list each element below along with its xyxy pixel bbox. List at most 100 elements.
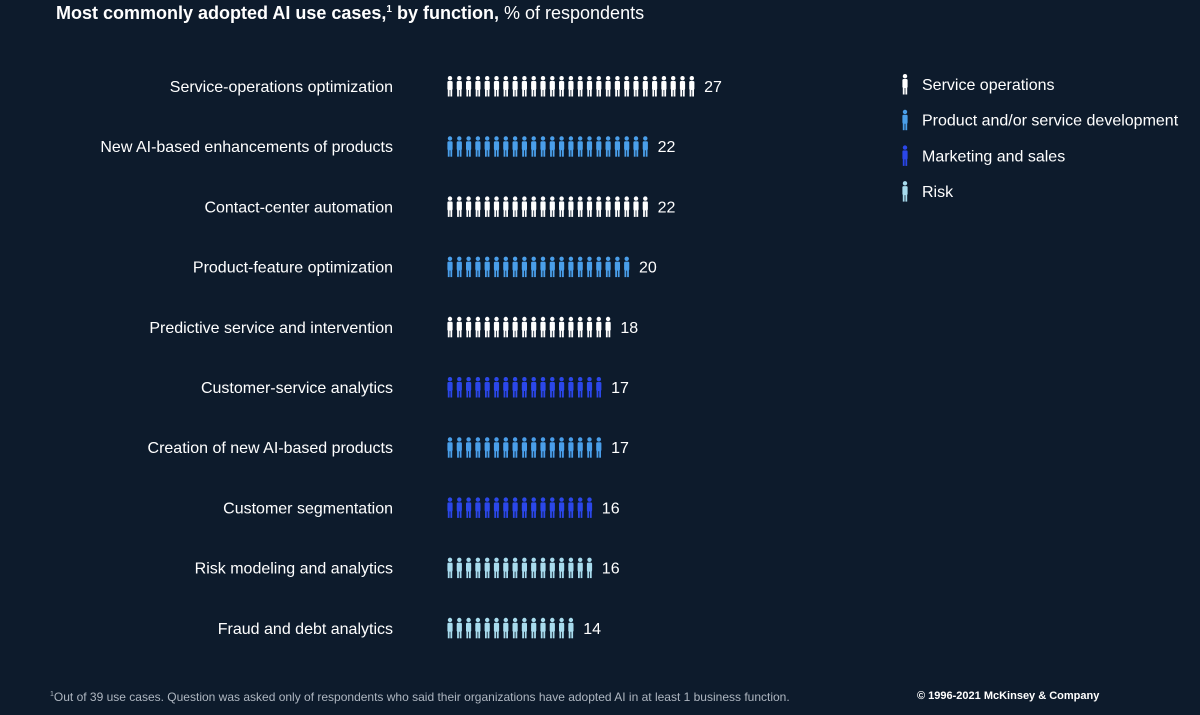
person-icon bbox=[493, 136, 500, 157]
person-icon bbox=[512, 76, 518, 97]
person-icon bbox=[624, 196, 630, 217]
value-label: 16 bbox=[602, 561, 620, 578]
person-icon bbox=[577, 196, 583, 217]
person-icon bbox=[559, 256, 565, 278]
person-icon bbox=[493, 316, 500, 338]
person-icon bbox=[512, 557, 518, 579]
value-label: 18 bbox=[620, 320, 638, 337]
person-icon bbox=[577, 316, 583, 338]
person-icon bbox=[503, 497, 509, 518]
person-icon bbox=[484, 136, 490, 157]
person-icon bbox=[586, 196, 593, 217]
person-icon bbox=[475, 136, 481, 157]
person-icon bbox=[596, 437, 602, 458]
person-icon bbox=[661, 76, 667, 97]
person-icon bbox=[466, 617, 472, 639]
person-icon bbox=[493, 377, 500, 398]
person-icon bbox=[624, 136, 630, 157]
person-icon bbox=[549, 76, 555, 97]
person-icon bbox=[521, 136, 527, 157]
person-icon bbox=[466, 557, 472, 579]
person-icon bbox=[512, 377, 518, 398]
person-icon bbox=[586, 557, 593, 579]
person-icon bbox=[549, 497, 555, 518]
person-icon bbox=[521, 617, 527, 639]
person-icon bbox=[540, 316, 546, 338]
person-icon bbox=[493, 76, 500, 97]
person-icon bbox=[540, 617, 546, 639]
person-icon bbox=[503, 377, 509, 398]
title-bold-2: by function, bbox=[391, 3, 499, 23]
person-icon bbox=[466, 377, 472, 398]
person-icon bbox=[577, 557, 583, 579]
person-icon bbox=[484, 437, 490, 458]
person-icon bbox=[642, 136, 648, 157]
person-icon bbox=[484, 196, 490, 217]
person-icon bbox=[568, 256, 574, 278]
person-icon bbox=[540, 136, 546, 157]
person-icon bbox=[503, 437, 509, 458]
person-icon bbox=[624, 256, 630, 278]
person-icon bbox=[549, 437, 555, 458]
person-icon bbox=[521, 557, 527, 579]
chart-title: Most commonly adopted AI use cases,1 by … bbox=[56, 3, 644, 24]
person-icon bbox=[456, 196, 462, 217]
person-icon bbox=[447, 316, 453, 338]
person-icon bbox=[596, 196, 602, 217]
person-icon bbox=[503, 316, 509, 338]
legend-label: Marketing and sales bbox=[922, 148, 1065, 165]
person-icon bbox=[475, 196, 481, 217]
person-icon bbox=[531, 136, 537, 157]
person-icon bbox=[521, 497, 527, 518]
person-icon bbox=[466, 76, 472, 97]
person-icon bbox=[586, 256, 593, 278]
value-label: 17 bbox=[611, 440, 629, 457]
person-icon bbox=[531, 437, 537, 458]
person-icon bbox=[549, 377, 555, 398]
person-icon bbox=[521, 377, 527, 398]
person-icon bbox=[512, 316, 518, 338]
person-icon bbox=[586, 136, 593, 157]
person-icon bbox=[577, 136, 583, 157]
category-label: Contact-center automation bbox=[204, 199, 393, 216]
person-icon bbox=[596, 136, 602, 157]
category-label: Customer segmentation bbox=[223, 500, 393, 517]
person-icon bbox=[586, 497, 593, 518]
person-icon bbox=[540, 76, 546, 97]
value-label: 27 bbox=[704, 79, 722, 96]
value-label: 20 bbox=[639, 260, 657, 277]
value-label: 16 bbox=[602, 500, 620, 517]
person-icon bbox=[605, 196, 611, 217]
person-icon bbox=[605, 76, 611, 97]
person-icon bbox=[466, 256, 472, 278]
person-icon bbox=[568, 617, 574, 639]
legend-label: Service operations bbox=[922, 77, 1055, 94]
person-icon bbox=[503, 76, 509, 97]
person-icon bbox=[493, 196, 500, 217]
category-label: Fraud and debt analytics bbox=[218, 621, 393, 638]
person-icon bbox=[633, 136, 639, 157]
legend-label: Risk bbox=[922, 184, 954, 201]
person-icon bbox=[493, 557, 500, 579]
person-icon bbox=[577, 497, 583, 518]
person-icon bbox=[475, 617, 481, 639]
person-icon bbox=[577, 256, 583, 278]
person-icon bbox=[633, 196, 639, 217]
person-icon bbox=[484, 76, 490, 97]
value-label: 14 bbox=[583, 621, 601, 638]
person-icon bbox=[503, 256, 509, 278]
person-icon bbox=[484, 617, 490, 639]
person-icon bbox=[559, 617, 565, 639]
category-label: Creation of new AI-based products bbox=[148, 440, 393, 457]
person-icon bbox=[475, 377, 481, 398]
footnote: 1Out of 39 use cases. Question was asked… bbox=[50, 690, 790, 704]
person-icon bbox=[549, 196, 555, 217]
person-icon bbox=[531, 256, 537, 278]
person-icon bbox=[531, 557, 537, 579]
person-icon bbox=[531, 377, 537, 398]
person-icon bbox=[568, 136, 574, 157]
person-icon bbox=[456, 136, 462, 157]
person-icon bbox=[503, 557, 509, 579]
person-icon bbox=[503, 136, 509, 157]
value-label: 22 bbox=[658, 199, 676, 216]
